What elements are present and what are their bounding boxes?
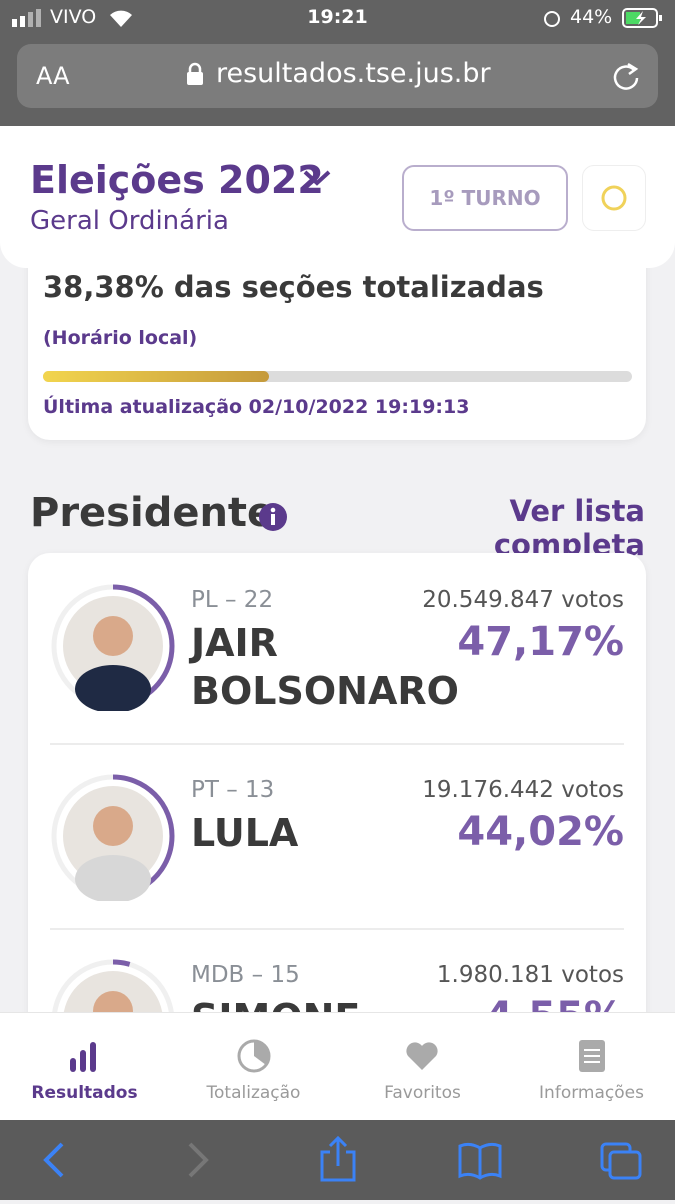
status-indicator xyxy=(601,185,627,211)
photo-face xyxy=(93,616,133,656)
photo-face xyxy=(93,806,133,846)
carrier: VIVO xyxy=(50,6,97,28)
header xyxy=(0,126,675,268)
text-size-button[interactable]: AA xyxy=(36,62,70,90)
progress-note: (Horário local) xyxy=(43,327,198,349)
progress-label: 38,38% das seções totalizadas xyxy=(43,270,544,304)
tab-label[interactable]: Favoritos xyxy=(384,1083,461,1103)
address-bar[interactable] xyxy=(17,44,658,108)
last-update: Última atualização 02/10/2022 19:19:13 xyxy=(43,396,470,418)
lock-icon xyxy=(187,62,203,85)
reload-icon[interactable] xyxy=(610,60,642,92)
round-button[interactable]: 1º TURNO xyxy=(402,165,568,231)
candidate-name: JAIR BOLSONARO xyxy=(191,621,459,713)
candidate-party: PT – 13 xyxy=(191,777,275,803)
progress-bar xyxy=(43,371,270,382)
share-ring xyxy=(51,584,175,708)
tab-icons xyxy=(70,1039,605,1073)
separator xyxy=(50,928,624,930)
battery-level: 44% xyxy=(570,6,613,28)
status-button[interactable] xyxy=(582,165,646,231)
dropdown-icon[interactable] xyxy=(302,168,332,188)
candidate-party: MDB – 15 xyxy=(191,962,300,988)
candidate-votes: 1.980.181 votos xyxy=(436,962,624,988)
alarm-icon xyxy=(544,11,560,27)
tab-label[interactable]: Informações xyxy=(539,1083,644,1103)
candidate-share: 44,02% xyxy=(457,809,624,855)
election-subtitle: Geral Ordinária xyxy=(30,206,229,236)
tab-label[interactable]: Resultados xyxy=(31,1083,138,1103)
separator xyxy=(50,743,624,745)
candidate-photo xyxy=(51,584,175,711)
section-title: Presidente xyxy=(30,490,275,536)
photo-body xyxy=(75,855,151,901)
progress-card xyxy=(28,240,646,440)
toolbar-icons[interactable] xyxy=(0,1120,675,1200)
candidate-share: 47,17% xyxy=(457,619,624,665)
share-ring xyxy=(51,959,175,1083)
info-icon[interactable] xyxy=(258,502,288,532)
battery-icon xyxy=(622,8,662,28)
candidate-name: LULA xyxy=(191,811,299,855)
browser-toolbar xyxy=(0,1120,675,1200)
candidate-votes: 19.176.442 votos xyxy=(422,777,624,803)
candidate-photo xyxy=(51,774,175,901)
signal-icon xyxy=(12,9,41,27)
share-ring xyxy=(51,774,175,898)
photo-body xyxy=(75,665,151,711)
url[interactable]: resultados.tse.jus.br xyxy=(216,58,491,89)
wifi-icon xyxy=(110,10,132,27)
clock: 19:21 xyxy=(307,6,368,28)
candidate-votes: 20.549.847 votos xyxy=(422,587,624,613)
full-list-link[interactable]: Ver lista completa xyxy=(493,494,645,562)
browser-chrome: VIVO 19:21 44% AA resultados.tse.jus.br xyxy=(0,0,675,126)
progress-track xyxy=(43,371,632,382)
election-title[interactable]: Eleições 2022 xyxy=(30,158,324,202)
candidate-party: PL – 22 xyxy=(191,587,274,613)
tab-label[interactable]: Totalização xyxy=(206,1083,301,1103)
tab-bar xyxy=(0,1012,675,1121)
